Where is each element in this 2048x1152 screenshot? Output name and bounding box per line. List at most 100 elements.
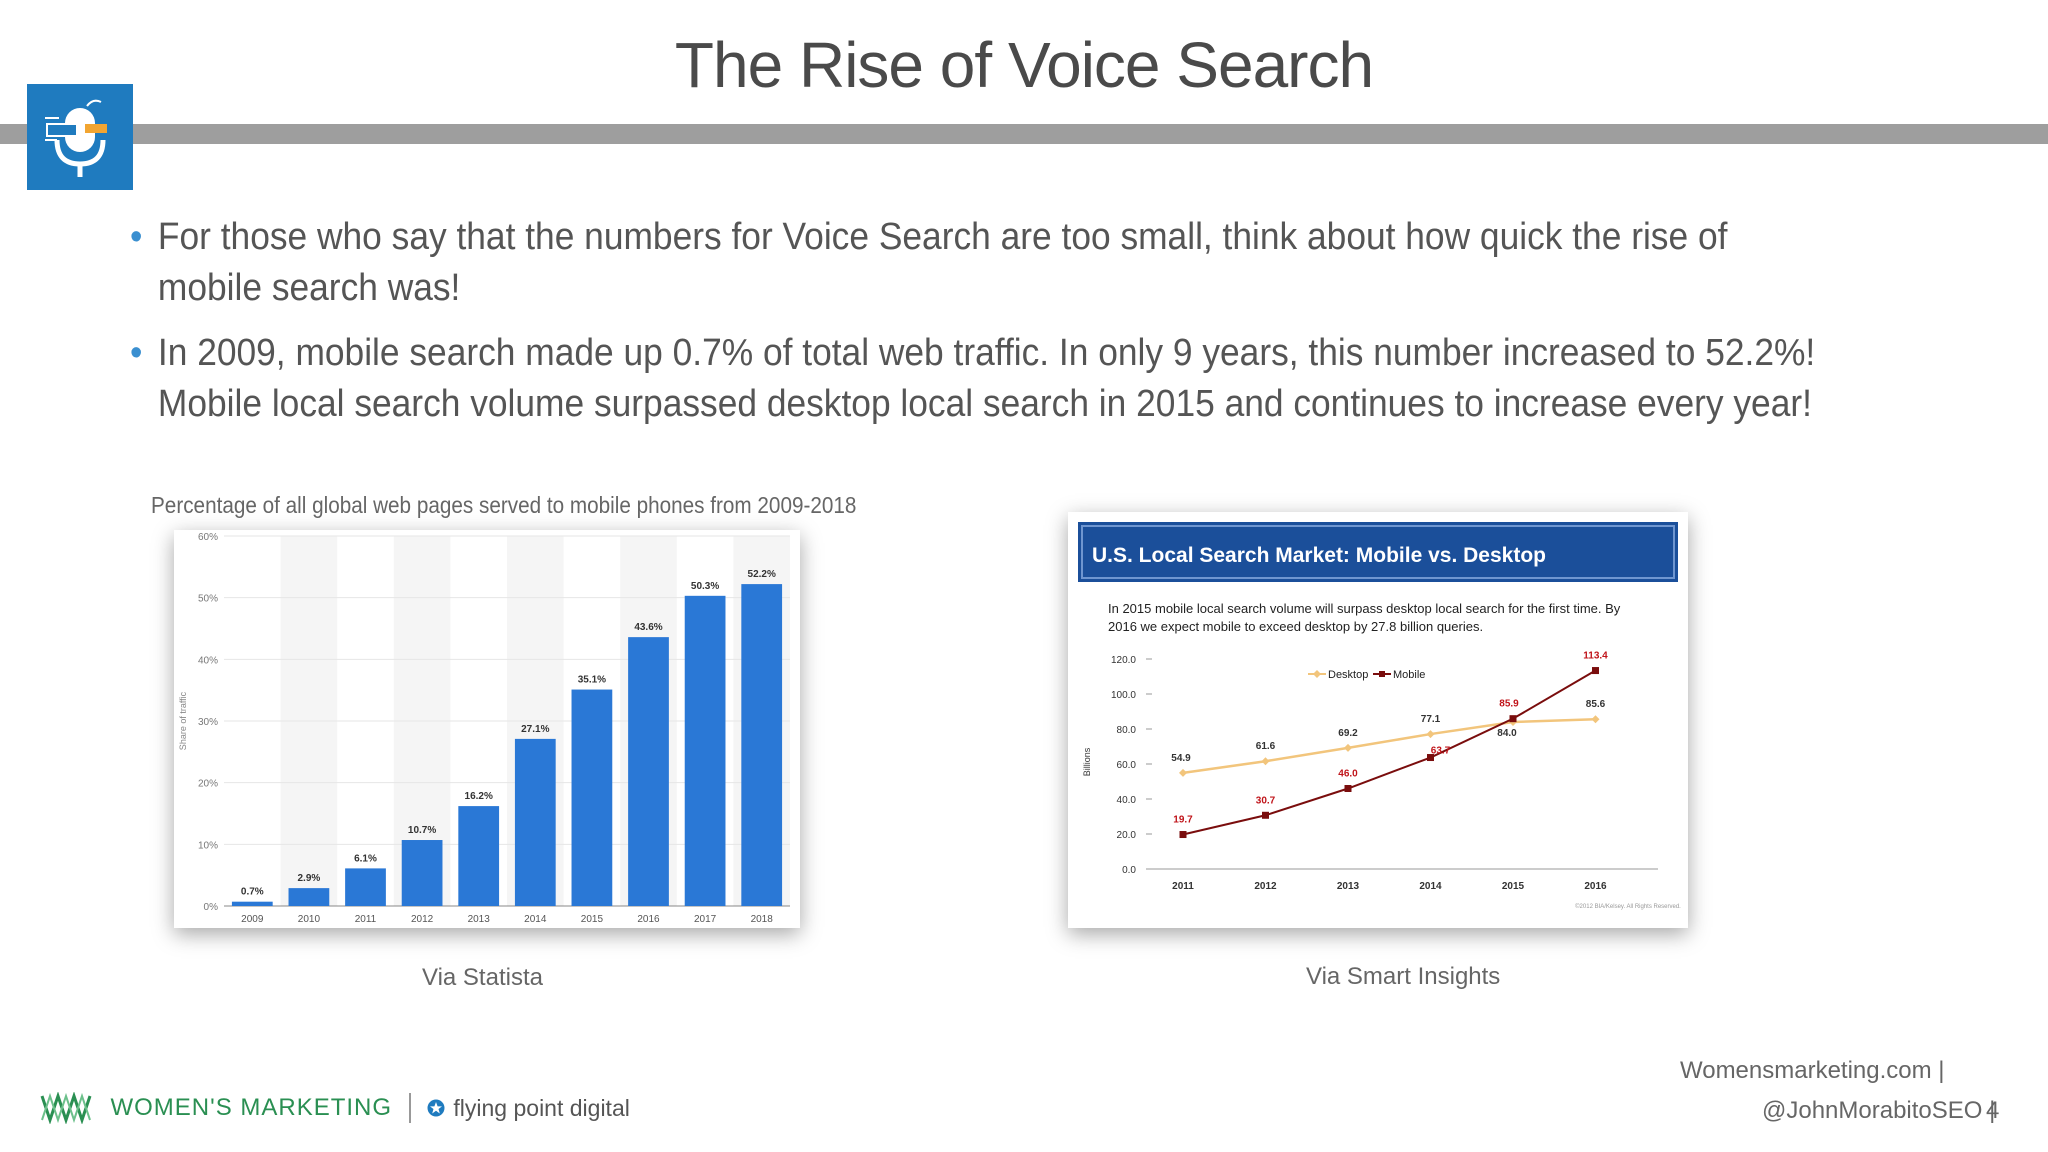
y-tick-label: 40%	[198, 655, 218, 666]
x-tick-label: 2011	[1172, 881, 1194, 892]
y-tick-label: 50%	[198, 594, 218, 605]
womens-marketing-logo-icon	[40, 1091, 92, 1125]
footer-logos: WOMEN'S MARKETING flying point digital	[40, 1091, 630, 1132]
microphone-icon	[45, 99, 107, 177]
data-label: 85.6	[1586, 699, 1606, 710]
y-tick-label: 80.0	[1117, 725, 1137, 736]
bar-value-label: 35.1%	[578, 675, 606, 686]
x-tick-label: 2018	[751, 914, 774, 925]
x-tick-label: 2016	[637, 914, 660, 925]
bar-value-label: 10.7%	[408, 825, 436, 836]
series-marker	[1179, 831, 1187, 839]
footer-handle: @JohnMorabitoSEO |	[1762, 1097, 1996, 1124]
bar	[741, 584, 783, 906]
bar	[231, 901, 273, 906]
x-tick-label: 2014	[524, 914, 547, 925]
bar-value-label: 6.1%	[354, 853, 377, 864]
series-marker	[1591, 715, 1600, 724]
x-tick-label: 2010	[298, 914, 321, 925]
data-label: 63.7	[1431, 746, 1451, 757]
bar	[345, 868, 386, 906]
chart-title: U.S. Local Search Market: Mobile vs. Des…	[1092, 544, 1546, 567]
series-marker	[1427, 754, 1434, 762]
star-icon	[427, 1099, 445, 1117]
x-tick-label: 2015	[1502, 881, 1525, 892]
y-tick-label: 0%	[204, 902, 219, 913]
series-marker	[1344, 743, 1352, 752]
bullet-marker: •	[130, 216, 143, 258]
bar-value-label: 16.2%	[465, 791, 493, 802]
y-tick-label: 30%	[198, 717, 218, 728]
bar	[514, 738, 556, 906]
series-marker	[1179, 768, 1187, 777]
series-marker	[1592, 667, 1599, 675]
bullet-marker: •	[130, 332, 143, 374]
bullet-text: In 2009, mobile search made up 0.7% of t…	[157, 332, 1816, 425]
bar-value-label: 2.9%	[298, 873, 321, 884]
y-tick-label: 100.0	[1111, 690, 1136, 701]
bar-value-label: 50.3%	[691, 581, 719, 592]
bar	[401, 840, 443, 906]
page-number: 4	[1986, 1097, 2000, 1124]
footer-divider	[408, 1093, 411, 1123]
chart-title-banner	[1078, 522, 1678, 582]
y-tick-label: 60%	[198, 532, 218, 543]
y-tick-label: 0.0	[1122, 865, 1136, 876]
x-tick-label: 2016	[1584, 881, 1607, 892]
y-axis-label: Billions	[1082, 747, 1092, 776]
footer-brand: WOMEN'S MARKETING	[110, 1094, 393, 1121]
data-label: 113.4	[1583, 651, 1608, 662]
chart2-source: Via Smart Insights	[1306, 963, 1501, 990]
bar-value-label: 43.6%	[634, 622, 662, 633]
title-rule	[0, 124, 2048, 144]
bar	[571, 689, 613, 906]
series-marker	[1262, 811, 1269, 819]
chart-title-banner-border	[1081, 525, 1675, 579]
y-tick-label: 20.0	[1117, 830, 1137, 841]
data-label: 84.0	[1497, 728, 1517, 739]
data-label: 85.9	[1499, 699, 1519, 710]
chart-footnote: ©2012 BIA/Kelsey. All Rights Reserved.	[1575, 903, 1681, 910]
bullet-text: For those who say that the numbers for V…	[157, 216, 1728, 309]
local-search-line-chart: U.S. Local Search Market: Mobile vs. Des…	[1068, 512, 1688, 928]
legend-marker	[1313, 670, 1321, 678]
y-tick-label: 20%	[198, 779, 218, 790]
series-marker	[1426, 730, 1435, 739]
data-label: 46.0	[1338, 769, 1358, 780]
series-marker	[1509, 715, 1517, 723]
footer-site: Womensmarketing.com |	[1680, 1057, 1945, 1084]
x-tick-label: 2011	[355, 914, 377, 925]
x-tick-label: 2013	[468, 914, 491, 925]
series-marker	[1261, 757, 1270, 766]
x-tick-label: 2015	[581, 914, 604, 925]
series-line	[1182, 717, 1596, 775]
legend-label: Mobile	[1393, 669, 1425, 681]
x-tick-label: 2012	[411, 914, 434, 925]
bullet-item: • For those who say that the numbers for …	[130, 212, 1823, 314]
chart1-caption: Percentage of all global web pages serve…	[151, 492, 857, 518]
data-label: 61.6	[1256, 741, 1276, 752]
series-line	[1182, 669, 1597, 836]
data-label: 19.7	[1173, 815, 1193, 826]
y-tick-label: 60.0	[1117, 760, 1137, 771]
data-label: 77.1	[1421, 714, 1441, 725]
x-tick-label: 2012	[1254, 881, 1277, 892]
bar	[628, 637, 669, 906]
chart1-source: Via Statista	[422, 964, 543, 991]
chart-subtitle: In 2015 mobile local search volume will …	[1108, 601, 1621, 634]
bar-value-label: 27.1%	[521, 724, 549, 735]
bar	[458, 806, 500, 906]
data-label: 30.7	[1256, 795, 1276, 806]
y-tick-label: 40.0	[1117, 795, 1137, 806]
slide-title: The Rise of Voice Search	[674, 29, 1374, 101]
bullet-list: • For those who say that the numbers for …	[130, 212, 1823, 444]
legend-marker	[1379, 671, 1385, 677]
x-tick-label: 2017	[694, 914, 717, 925]
series-marker	[1344, 785, 1352, 792]
x-tick-label: 2009	[241, 914, 264, 925]
y-tick-label: 120.0	[1111, 655, 1136, 666]
bar-chart-svg: 0% 10% 20% 30% 40% 50% 60% Share of traffic 0.7%…	[178, 532, 790, 925]
y-tick-label: 10%	[198, 840, 218, 851]
x-tick-label: 2013	[1337, 881, 1360, 892]
data-label: 54.9	[1171, 753, 1191, 764]
